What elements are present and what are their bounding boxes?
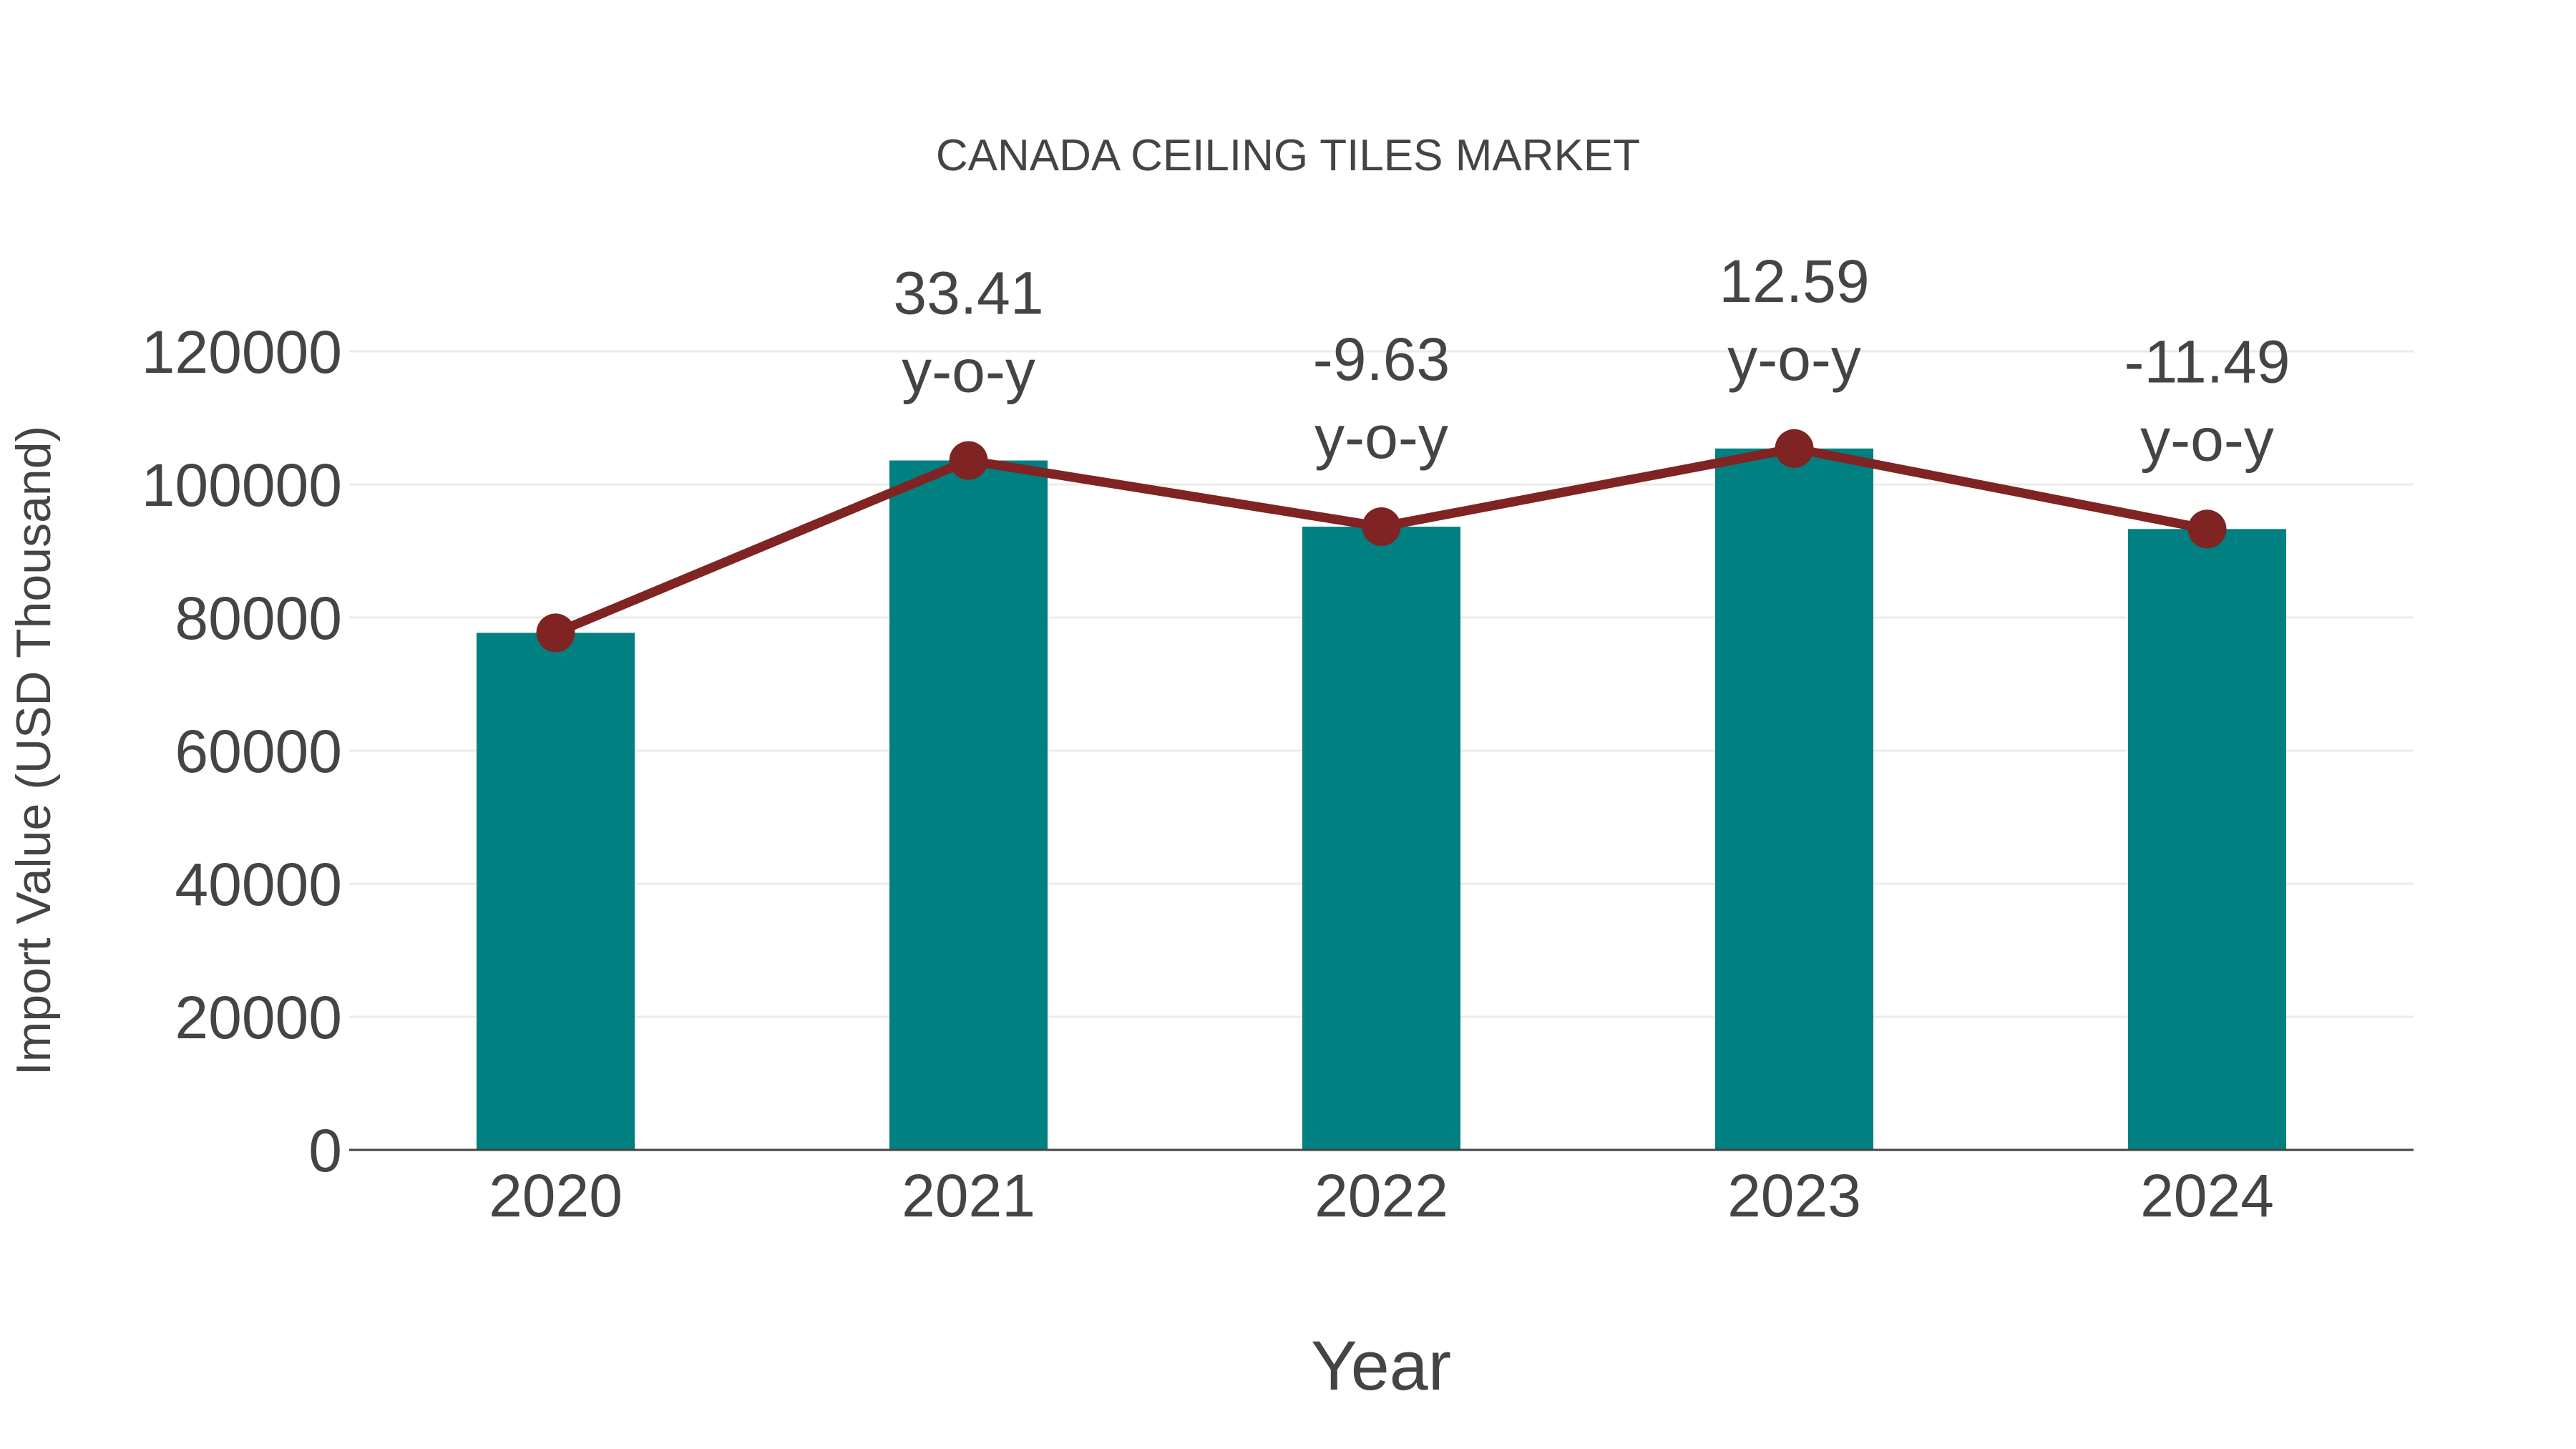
bar-2024 <box>2128 529 2286 1150</box>
y-tick-label-0: 0 <box>308 1117 342 1184</box>
x-tick-label-2022: 2022 <box>1314 1162 1448 1229</box>
marker-2024 <box>2187 509 2227 549</box>
x-tick-label-2020: 2020 <box>489 1162 623 1229</box>
annotations-layer: 33.41 y-o-y -9.63 y-o-y 12.59 y-o-y -11.49 y-o-… <box>893 248 2290 474</box>
annotation-value-2021: 33.41 <box>893 260 1043 327</box>
marker-2022 <box>1362 507 1401 547</box>
y-tick-label-60000: 60000 <box>175 718 342 785</box>
y-tick-label-20000: 20000 <box>175 984 342 1051</box>
bar-2023 <box>1715 448 1873 1150</box>
annotation-label-2023: y-o-y <box>1727 326 1861 393</box>
y-axis-title: Import Value (USD Thousand) <box>6 426 61 1075</box>
x-tick-label-2023: 2023 <box>1727 1162 1861 1229</box>
x-axis-title: Year <box>1311 1327 1451 1405</box>
bars-layer <box>477 448 2286 1150</box>
chart-title: CANADA CEILING TILES MARKET <box>936 131 1640 180</box>
bar-2021 <box>889 460 1048 1150</box>
y-tick-label-100000: 100000 <box>142 452 342 519</box>
annotation-label-2022: y-o-y <box>1314 404 1448 471</box>
bar-2022 <box>1302 527 1460 1150</box>
annotation-label-2024: y-o-y <box>2140 406 2274 473</box>
markers-layer <box>536 429 2227 653</box>
y-tick-label-80000: 80000 <box>175 585 342 652</box>
annotation-value-2022: -9.63 <box>1313 326 1450 393</box>
tick-labels-layer: 0 20000 40000 60000 80000 100000 120000 2020 202… <box>142 318 2274 1229</box>
y-tick-label-120000: 120000 <box>142 318 342 386</box>
marker-2020 <box>536 613 575 653</box>
annotation-label-2021: y-o-y <box>902 338 1035 405</box>
annotation-value-2024: -11.49 <box>2124 328 2290 395</box>
bar-2020 <box>477 633 635 1150</box>
x-tick-label-2024: 2024 <box>2140 1162 2274 1229</box>
marker-2021 <box>949 441 988 480</box>
y-tick-label-40000: 40000 <box>175 851 342 918</box>
x-tick-label-2021: 2021 <box>902 1162 1035 1229</box>
marker-2023 <box>1775 429 1814 468</box>
annotation-value-2023: 12.59 <box>1719 248 1869 315</box>
